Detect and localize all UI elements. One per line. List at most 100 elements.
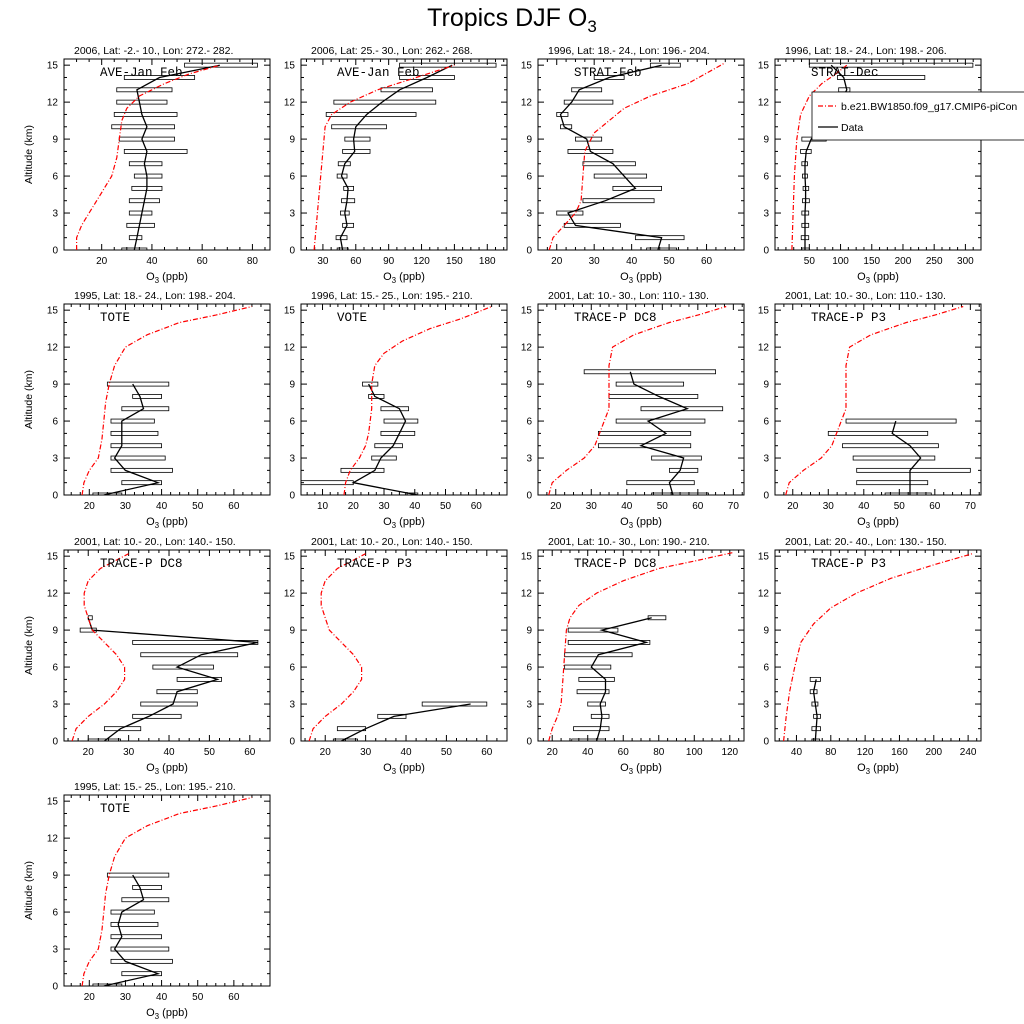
x-tick-label: 50 — [440, 501, 452, 512]
y-tick-label: 0 — [763, 246, 769, 257]
y-tick-label: 6 — [52, 908, 58, 919]
y-tick-label: 12 — [47, 343, 59, 354]
data-range-box — [564, 664, 612, 670]
campaign-label: AVE-Jan Feb — [100, 66, 183, 80]
data-range-box — [133, 173, 163, 179]
panel-header: 2001, Lat: 10.- 30., Lon: 110.- 130. — [548, 290, 709, 302]
data-range-box — [116, 99, 168, 105]
y-tick-label: 0 — [289, 246, 295, 257]
data-range-box — [646, 247, 677, 250]
y-tick-label: 12 — [284, 343, 296, 354]
data-range-box — [121, 406, 170, 412]
x-tick-label: 60 — [481, 747, 493, 758]
x-tick-label: 250 — [926, 256, 943, 267]
panel-plot-area — [81, 796, 253, 986]
data-range-box — [121, 897, 170, 903]
data-range-box — [571, 738, 606, 741]
plot-frame — [537, 58, 745, 251]
y-tick-label: 15 — [521, 61, 533, 72]
y-tick-label: 15 — [47, 552, 59, 563]
x-tick-label: 160 — [891, 747, 908, 758]
data-range-box — [123, 149, 188, 154]
model-line — [783, 553, 973, 741]
data-line — [103, 383, 161, 495]
data-range-box — [362, 381, 379, 387]
data-range-box — [126, 222, 155, 228]
plot-frame — [774, 303, 982, 496]
data-line — [590, 617, 652, 741]
data-range-box — [669, 467, 699, 473]
campaign-label: TOTE — [100, 311, 130, 325]
panel-header: 2001, Lat: 10.- 20., Lon: 140.- 150. — [311, 536, 473, 548]
y-tick-label: 0 — [52, 246, 58, 257]
plot-frame — [63, 794, 271, 987]
y-tick-label: 6 — [52, 417, 58, 428]
x-tick-label: 40 — [146, 256, 158, 267]
y-tick-label: 0 — [289, 491, 295, 502]
x-tick-label: 30 — [589, 256, 601, 267]
y-tick-label: 9 — [52, 135, 58, 146]
x-tick-label: 50 — [441, 747, 453, 758]
y-tick-label: 6 — [763, 172, 769, 183]
x-axis-label: O3 (ppb) — [146, 1007, 188, 1021]
data-range-box — [563, 222, 621, 228]
figure-title: Tropics DJF O3 — [0, 4, 1024, 37]
x-tick-label: 50 — [804, 256, 816, 267]
x-tick-label: 60 — [228, 501, 240, 512]
data-range-box — [578, 676, 615, 682]
data-range-box — [380, 406, 410, 412]
panel-header: 1995, Lat: 15.- 25., Lon: 195.- 210. — [74, 781, 236, 793]
panel-plot-area — [791, 62, 974, 250]
panel-plot-area — [75, 62, 258, 250]
campaign-label: TRACE-P P3 — [337, 557, 412, 571]
x-tick-label: 50 — [204, 747, 216, 758]
x-tick-label: 90 — [383, 256, 395, 267]
data-range-box — [563, 99, 614, 105]
data-range-box — [110, 934, 162, 940]
plot-frame — [774, 58, 982, 251]
data-range-box — [571, 87, 603, 93]
y-tick-label: 3 — [763, 700, 769, 711]
data-range-box — [116, 87, 173, 93]
x-tick-label: 150 — [446, 256, 463, 267]
x-tick-label: 20 — [83, 747, 95, 758]
y-axis-label: Altitude (km) — [23, 616, 35, 675]
x-axis-label: O3 (ppb) — [383, 762, 425, 776]
plot-frame — [537, 549, 745, 742]
y-tick-label: 9 — [526, 135, 532, 146]
x-tick-label: 200 — [925, 747, 942, 758]
y-tick-label: 0 — [52, 491, 58, 502]
x-axis-label: O3 (ppb) — [620, 762, 662, 776]
data-range-box — [340, 467, 385, 473]
panel-header: 1996, Lat: 18.- 24., Lon: 196.- 204. — [548, 45, 710, 57]
y-tick-label: 15 — [284, 61, 296, 72]
data-range-box — [608, 394, 699, 399]
model-line — [75, 64, 220, 250]
x-axis-label: O3 (ppb) — [857, 516, 899, 530]
x-tick-label: 20 — [787, 501, 799, 512]
x-tick-label: 20 — [84, 992, 96, 1003]
y-tick-label: 0 — [289, 737, 295, 748]
data-range-box — [110, 921, 159, 927]
x-tick-label: 200 — [895, 256, 912, 267]
figure-title-main: Tropics DJF O — [427, 4, 588, 32]
data-range-box — [593, 173, 648, 179]
plot-frame — [300, 549, 508, 742]
data-range-box — [121, 971, 162, 977]
x-tick-label: 30 — [123, 747, 135, 758]
campaign-label: TRACE-P DC8 — [574, 311, 657, 325]
data-range-box — [573, 726, 610, 732]
panel-13: 1995, Lat: 15.- 25., Lon: 195.- 210. 0 3 6 9… — [23, 781, 271, 1021]
panel-plot-area — [548, 62, 726, 250]
panel-header: 2006, Lat: 25.- 30., Lon: 262.- 268. — [311, 45, 473, 57]
data-range-box — [341, 198, 356, 204]
panel-5: 1995, Lat: 18.- 24., Lon: 198.- 204. 0 3 6 9… — [23, 290, 271, 530]
x-tick-label: 60 — [618, 747, 630, 758]
y-tick-label: 0 — [52, 737, 58, 748]
data-range-box — [103, 726, 142, 732]
x-axis-label: O3 (ppb) — [857, 271, 899, 285]
panel-plot-area — [548, 305, 727, 495]
data-range-box — [132, 713, 182, 719]
x-tick-label: 60 — [244, 747, 256, 758]
